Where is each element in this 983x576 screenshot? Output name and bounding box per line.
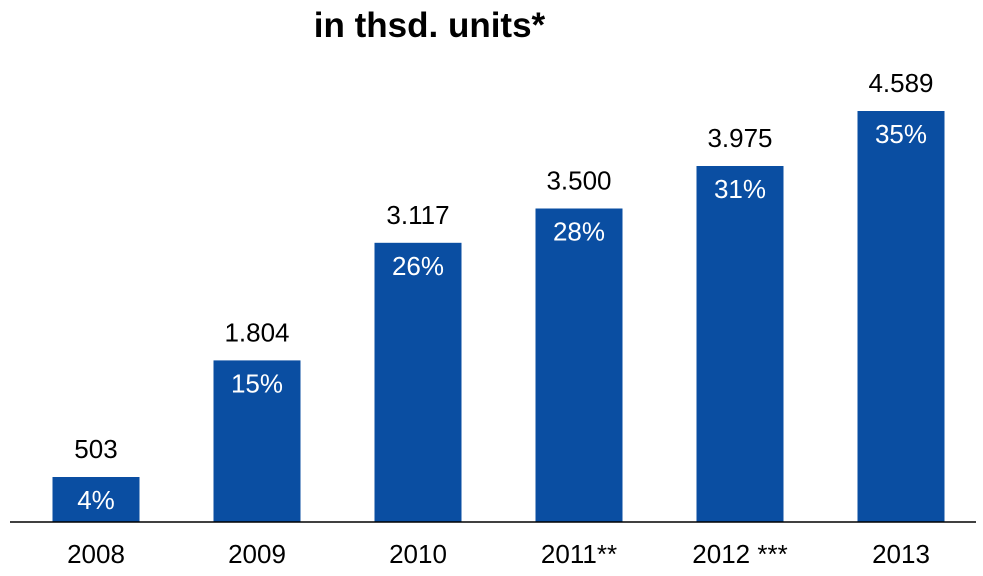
share-label: 31% bbox=[714, 174, 766, 204]
bar-2012 *** bbox=[696, 166, 784, 522]
bars-group bbox=[52, 111, 945, 523]
x-tick-label: 2013 bbox=[872, 539, 930, 569]
bar-2010 bbox=[374, 242, 462, 523]
labels-group: 503 4% 2008 1.804 15% 2009 3.117 26% 2010 3.500 28… bbox=[67, 68, 933, 569]
value-label: 503 bbox=[74, 434, 117, 464]
x-tick-label: 2009 bbox=[228, 539, 286, 569]
chart-title: in thsd. units* bbox=[313, 6, 546, 45]
value-label: 3.975 bbox=[707, 123, 772, 153]
x-tick-label: 2008 bbox=[67, 539, 125, 569]
bar-2009 bbox=[213, 360, 301, 522]
value-label: 3.117 bbox=[386, 200, 449, 230]
share-label: 4% bbox=[77, 485, 115, 515]
value-label: 3.500 bbox=[546, 166, 611, 196]
x-tick-label: 2011** bbox=[541, 539, 617, 569]
value-label: 1.804 bbox=[224, 317, 289, 347]
share-label: 28% bbox=[553, 217, 605, 247]
x-tick-label: 2010 bbox=[389, 539, 447, 569]
share-label: 35% bbox=[875, 119, 927, 149]
bar-2011** bbox=[535, 208, 623, 522]
bar-2013 bbox=[857, 111, 945, 522]
share-label: 15% bbox=[231, 368, 283, 398]
value-label: 4.589 bbox=[868, 68, 933, 98]
bar-2008 bbox=[52, 477, 140, 522]
x-tick-label: 2012 *** bbox=[692, 539, 787, 569]
share-label: 26% bbox=[392, 251, 444, 281]
